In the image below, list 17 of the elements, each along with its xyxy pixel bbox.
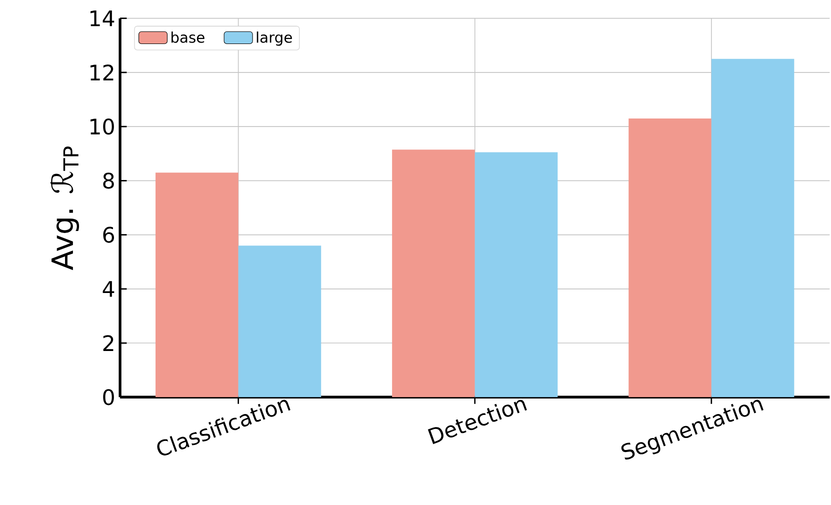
bar xyxy=(711,58,794,398)
legend-label: large xyxy=(256,31,292,46)
y-tick-label: 12 xyxy=(90,64,114,80)
bar xyxy=(628,118,712,398)
legend-label: base xyxy=(172,31,204,43)
y-tick-label: 4 xyxy=(102,281,114,297)
bar xyxy=(156,172,238,398)
bar xyxy=(392,149,475,398)
y-tick-label: 8 xyxy=(103,172,114,189)
y-tick-label: 6 xyxy=(103,226,114,243)
y-tick-label: 2 xyxy=(103,335,114,351)
y-axis-title: Avg. ℛ$_{TP}$ xyxy=(50,146,80,270)
y-tick-label: 0 xyxy=(103,388,114,406)
bar xyxy=(474,152,558,398)
y-tick-label: 14 xyxy=(90,10,114,26)
y-tick-label: 10 xyxy=(90,118,114,135)
bar xyxy=(238,246,322,398)
